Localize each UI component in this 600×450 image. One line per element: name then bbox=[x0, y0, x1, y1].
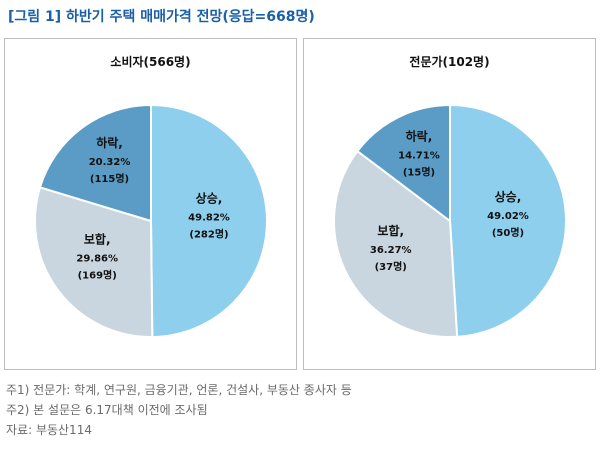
consumer-pie-title: 소비자(566명) bbox=[110, 55, 191, 69]
pie-slice-0-2 bbox=[38, 103, 152, 223]
pie-label-count-0-2: (115명) bbox=[90, 172, 129, 185]
pie-label-count-0-1: (169명) bbox=[78, 268, 117, 281]
consumer-pie-panel: 소비자(566명) 상승, 49.82% (282명) 보합, 29.86% (169명)… bbox=[4, 38, 297, 370]
consumer-pie-chart: 상승, 49.82% (282명) 보합, 29.86% (169명) 하락, 20.32% (… bbox=[34, 103, 268, 339]
footnote-2: 주2) 본 설문은 6.17대책 이전에 조사됨 bbox=[6, 403, 208, 417]
pie-label-name-1-1: 보합, bbox=[377, 223, 404, 238]
pie-label-percent-0-0: 49.82% bbox=[188, 213, 230, 224]
pie-slice-0-1 bbox=[34, 186, 154, 338]
pie-label-percent-0-2: 20.32% bbox=[89, 157, 131, 168]
pie-label-name-1-2: 하락, bbox=[406, 129, 433, 144]
source-note: 자료: 부동산114 bbox=[6, 423, 92, 437]
pie-label-count-0-0: (282명) bbox=[189, 228, 228, 241]
pie-label-name-1-0: 상승, bbox=[495, 189, 522, 204]
figure-title: [그림 1] 하반기 주택 매매가격 전망(응답=668명) bbox=[8, 9, 315, 25]
pie-slice-0-0 bbox=[150, 103, 268, 339]
pie-label-name-0-2: 하락, bbox=[96, 135, 123, 150]
pie-slice-1-2 bbox=[356, 103, 451, 224]
expert-pie-title: 전문가(102명) bbox=[409, 55, 490, 69]
pie-label-percent-0-1: 29.86% bbox=[76, 253, 118, 264]
pie-label-percent-1-1: 36.27% bbox=[370, 245, 412, 256]
pie-label-count-1-2: (15명) bbox=[403, 166, 435, 179]
pie-label-percent-1-2: 14.71% bbox=[398, 151, 440, 162]
pie-slice-1-1 bbox=[333, 149, 459, 338]
expert-pie-panel: 전문가(102명) 상승, 49.02% (50명) 보합, 36.27% (37명) 하락… bbox=[303, 38, 596, 370]
pie-label-count-1-0: (50명) bbox=[492, 226, 524, 239]
footnote-1: 주1) 전문가: 학계, 연구원, 금융기관, 언론, 건설사, 부동산 종사자… bbox=[6, 383, 352, 397]
footnotes: 주1) 전문가: 학계, 연구원, 금융기관, 언론, 건설사, 부동산 종사자… bbox=[6, 380, 352, 440]
pie-label-percent-1-0: 49.02% bbox=[487, 211, 529, 222]
pie-label-name-0-0: 상승, bbox=[196, 191, 223, 206]
pie-label-count-1-1: (37명) bbox=[375, 260, 407, 273]
pie-label-name-0-1: 보합, bbox=[84, 231, 111, 246]
expert-pie-chart: 상승, 49.02% (50명) 보합, 36.27% (37명) 하락, 14.71% (15… bbox=[333, 103, 567, 338]
pie-slice-1-0 bbox=[449, 103, 567, 338]
